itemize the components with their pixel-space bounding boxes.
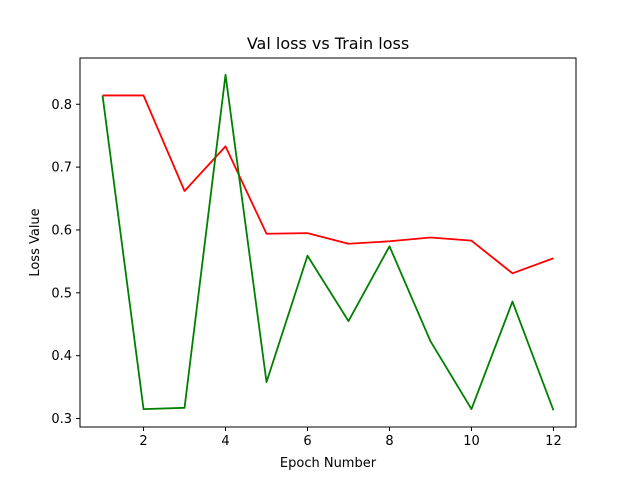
y-tick-label: 0.3 [51, 412, 72, 427]
x-tick-label: 2 [139, 434, 147, 449]
x-axis-ticks: 2 4 6 8 10 12 [139, 427, 562, 449]
x-axis-label: Epoch Number [280, 456, 377, 471]
y-axis-ticks: 0.3 0.4 0.5 0.6 0.7 0.8 [51, 98, 80, 427]
plot-area [80, 58, 576, 427]
series-line-1 [102, 94, 554, 275]
plot-frame [79, 57, 577, 428]
chart-title: Val loss vs Train loss [247, 34, 409, 53]
y-tick-label: 0.8 [51, 98, 72, 113]
x-tick-label: 6 [303, 434, 311, 449]
x-tick-label: 12 [545, 434, 562, 449]
series-layer [101, 73, 555, 411]
y-tick-label: 0.4 [51, 349, 72, 364]
y-tick-label: 0.7 [51, 161, 72, 176]
y-tick-label: 0.5 [51, 286, 72, 301]
y-tick-label: 0.6 [51, 223, 72, 238]
series-line-2 [101, 73, 555, 411]
x-tick-label: 8 [385, 434, 393, 449]
x-tick-label: 4 [221, 434, 229, 449]
x-tick-label: 10 [463, 434, 480, 449]
y-axis-label: Loss Value [28, 208, 43, 276]
